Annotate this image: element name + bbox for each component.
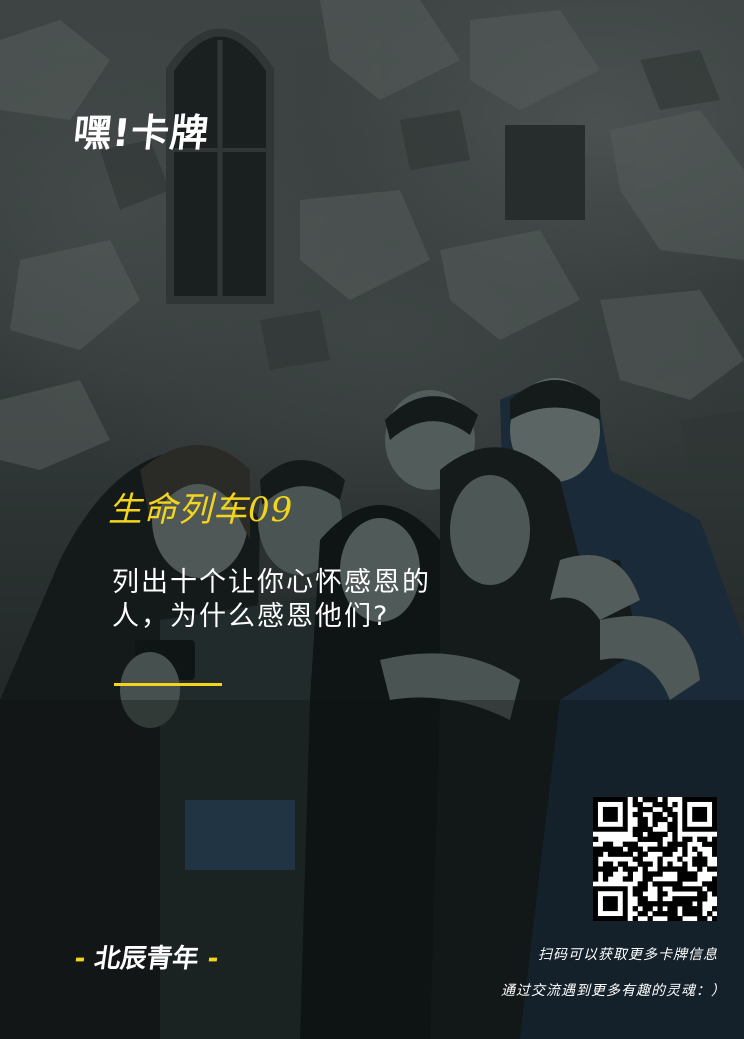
brand-logo: 嘿!卡牌 [71,111,212,155]
qr-code-graphic [593,797,717,921]
footer-brand: - 北辰青年 - [72,938,221,975]
qr-code-icon[interactable] [593,797,717,921]
footer-brand-name: 北辰青年 [92,944,201,974]
question-line: 列出十个让你心怀感恩的 [112,567,431,598]
scan-instruction: 扫码可以获取更多卡牌信息 [538,947,718,963]
slogan: 通过交流遇到更多有趣的灵魂：） [501,983,726,999]
card-question: 列出十个让你心怀感恩的 人，为什么感恩他们? [112,566,532,634]
question-line: 人，为什么感恩他们? [112,601,390,632]
card-title: 生命列车09 [108,490,294,530]
title-underline [114,683,222,686]
